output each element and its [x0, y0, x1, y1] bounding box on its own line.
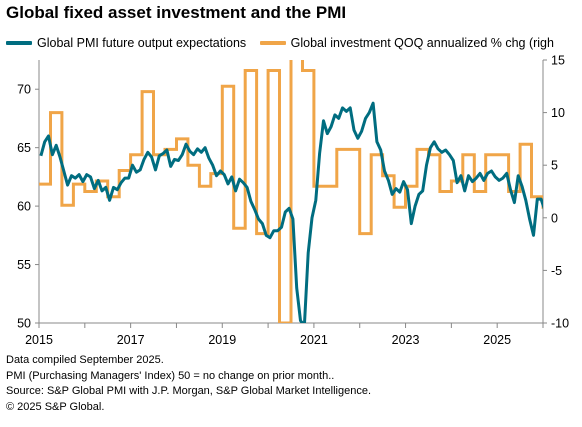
right-tick-label: -5	[551, 264, 562, 278]
chart-title: Global fixed asset investment and the PM…	[6, 3, 347, 22]
x-tick-label: 2019	[208, 333, 236, 347]
legend-item-pmi: Global PMI future output expectations	[6, 36, 246, 50]
left-tick-label: 55	[17, 258, 31, 272]
series-line-pmi	[39, 101, 543, 323]
right-tick-label: 10	[551, 106, 565, 120]
note-data-compiled: Data compiled September 2025.	[6, 354, 164, 366]
x-ticks: 2015 2017 2019 2021 2023 2025	[25, 323, 544, 347]
note-pmi-definition: PMI (Purchasing Managers' Index) 50 = no…	[6, 369, 335, 382]
legend: Global PMI future output expectations Gl…	[6, 34, 582, 52]
legend-label-pmi: Global PMI future output expectations	[37, 36, 247, 50]
right-tick-label: 0	[551, 211, 558, 225]
x-tick-label: 2021	[300, 333, 328, 347]
left-y-ticks: 50 55 60 65 70	[17, 83, 39, 331]
series-line-investment	[39, 60, 543, 323]
left-tick-label: 50	[17, 317, 31, 331]
x-tick-label: 2017	[117, 333, 145, 347]
right-tick-label: -10	[551, 317, 569, 331]
legend-label-investment: Global investment QOQ annualized % chg (…	[290, 36, 554, 50]
note-source: Source: S&P Global PMI with J.P. Morgan,…	[6, 385, 372, 397]
right-tick-label: 15	[551, 54, 565, 68]
x-tick-label: 2023	[392, 333, 420, 347]
right-tick-label: 5	[551, 159, 558, 173]
x-tick-label: 2025	[483, 333, 511, 347]
note-copyright: © 2025 S&P Global.	[6, 400, 105, 413]
left-tick-label: 65	[17, 141, 31, 155]
legend-swatch-pmi	[6, 41, 32, 45]
legend-item-investment: Global investment QOQ annualized % chg (…	[259, 36, 554, 50]
left-tick-label: 70	[17, 83, 31, 97]
x-tick-label: 2015	[25, 333, 53, 347]
legend-swatch-investment	[259, 41, 286, 45]
footer-notes: Data compiled September 2025. PMI (Purch…	[6, 353, 371, 415]
plot-area	[39, 60, 543, 323]
left-tick-label: 60	[17, 200, 31, 214]
right-y-ticks: -10 -5 0 5 10 15	[543, 54, 569, 331]
